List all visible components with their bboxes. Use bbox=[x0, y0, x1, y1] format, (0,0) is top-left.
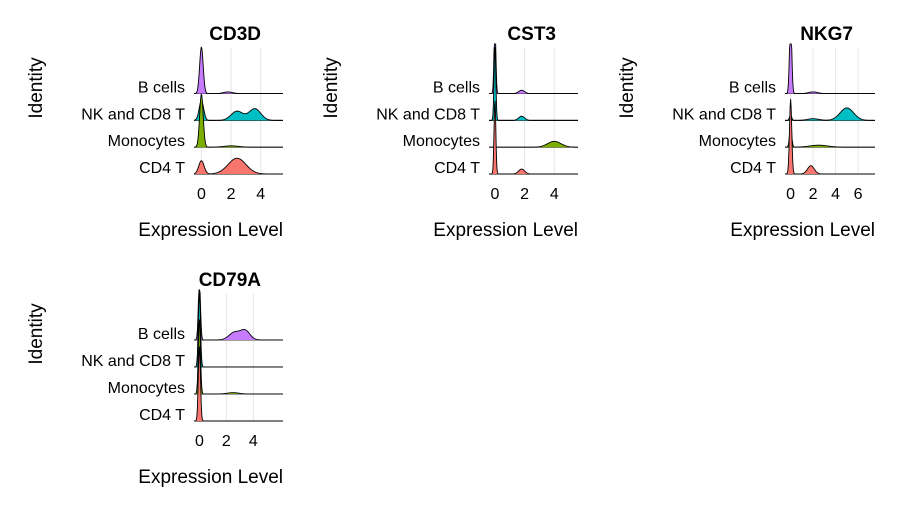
y-axis-title: Identity bbox=[321, 57, 342, 119]
x-axis-title: Expression Level bbox=[730, 220, 875, 241]
identity-label-b-cells: B cells bbox=[138, 326, 185, 343]
ridge-outline-monocytes bbox=[785, 127, 875, 148]
identity-label-cd4-t: CD4 T bbox=[434, 160, 480, 177]
identity-label-monocytes: Monocytes bbox=[108, 380, 185, 397]
x-tick-label: 6 bbox=[854, 186, 863, 203]
identity-label-nk-and-cd8-t: NK and CD8 T bbox=[81, 353, 185, 370]
ridge-fill-cd4-t bbox=[785, 99, 875, 174]
identity-label-monocytes: Monocytes bbox=[108, 133, 185, 150]
ridge-fill-b-cells bbox=[489, 44, 578, 94]
identity-label-cd4-t: CD4 T bbox=[139, 407, 185, 424]
x-tick-label: 0 bbox=[490, 186, 499, 203]
identity-label-b-cells: B cells bbox=[138, 80, 185, 97]
ridge-outline-nk-and-cd8-t bbox=[193, 292, 283, 368]
ridge-fill-cd4-t bbox=[194, 346, 283, 421]
ridge-outline-nk-and-cd8-t bbox=[785, 107, 875, 121]
ridge-fill-nk-and-cd8-t bbox=[489, 47, 578, 121]
ridge-outline-cd4-t bbox=[489, 100, 578, 175]
ridge-fill-b-cells bbox=[785, 44, 875, 94]
ridge-outline-monocytes bbox=[489, 140, 578, 148]
y-axis-title: Identity bbox=[26, 57, 47, 119]
panel-cst3: B cells NK and CD8 T Monocytes CD4 T 0 2 4 CST3… bbox=[321, 24, 578, 241]
x-axis-title: Expression Level bbox=[138, 220, 283, 241]
ridge-fill-nk-and-cd8-t bbox=[194, 100, 283, 121]
x-tick-label: 4 bbox=[831, 186, 840, 203]
ridge-outline-b-cells bbox=[193, 46, 283, 95]
ridge-outline-b-cells bbox=[785, 43, 875, 95]
ridge-fill-monocytes bbox=[194, 94, 283, 148]
ridge-outline-monocytes bbox=[193, 93, 283, 148]
x-tick-label: 2 bbox=[809, 186, 818, 203]
panel-title: CST3 bbox=[507, 24, 556, 45]
ridge-outline-nk-and-cd8-t bbox=[489, 47, 578, 121]
ridge-outline-nk-and-cd8-t bbox=[193, 99, 283, 121]
ridge-outline-b-cells bbox=[193, 289, 283, 341]
panel-cd79a: B cells NK and CD8 T Monocytes CD4 T 0 2 4 CD79… bbox=[26, 270, 283, 488]
y-axis-title: Identity bbox=[26, 303, 47, 365]
x-tick-label: 2 bbox=[227, 186, 236, 203]
ridge-outline-cd4-t bbox=[785, 99, 875, 175]
x-tick-label: 4 bbox=[550, 186, 559, 203]
x-tick-label: 2 bbox=[222, 433, 231, 450]
ridge-fill-nk-and-cd8-t bbox=[194, 292, 283, 367]
x-tick-label: 2 bbox=[520, 186, 529, 203]
identity-label-b-cells: B cells bbox=[433, 80, 480, 97]
x-tick-label: 4 bbox=[256, 186, 265, 203]
x-tick-label: 4 bbox=[249, 433, 258, 450]
identity-label-nk-and-cd8-t: NK and CD8 T bbox=[81, 106, 185, 123]
x-axis-title: Expression Level bbox=[433, 220, 578, 241]
ridge-outline-monocytes bbox=[194, 319, 283, 395]
ridge-outline-cd4-t bbox=[194, 346, 283, 422]
identity-label-nk-and-cd8-t: NK and CD8 T bbox=[376, 106, 480, 123]
ridge-outline-b-cells bbox=[489, 43, 578, 95]
ridge-fill-nk-and-cd8-t bbox=[785, 107, 875, 121]
x-tick-label: 0 bbox=[786, 186, 795, 203]
identity-label-nk-and-cd8-t: NK and CD8 T bbox=[672, 106, 776, 123]
panel-title: CD79A bbox=[199, 270, 262, 291]
ridge-fill-cd4-t bbox=[489, 100, 578, 174]
panel-title: CD3D bbox=[209, 24, 261, 45]
identity-label-b-cells: B cells bbox=[729, 80, 776, 97]
panel-nkg7: B cells NK and CD8 T Monocytes CD4 T 0 2 4 6 NKG… bbox=[617, 24, 875, 241]
x-tick-label: 0 bbox=[197, 186, 206, 203]
panel-title: NKG7 bbox=[800, 24, 853, 45]
ridge-fill-b-cells bbox=[194, 290, 283, 340]
y-axis-title: Identity bbox=[617, 57, 638, 119]
ridge-fill-b-cells bbox=[194, 47, 283, 94]
x-axis-title: Expression Level bbox=[138, 467, 283, 488]
identity-label-cd4-t: CD4 T bbox=[730, 160, 776, 177]
x-tick-label: 0 bbox=[195, 433, 204, 450]
panel-cd3d: B cells NK and CD8 T Monocytes CD4 T 0 2 4 CD3D… bbox=[26, 24, 283, 241]
identity-label-monocytes: Monocytes bbox=[403, 133, 480, 150]
identity-label-monocytes: Monocytes bbox=[699, 133, 776, 150]
ridge-fill-monocytes bbox=[785, 127, 875, 148]
ridge-outline-cd4-t bbox=[193, 157, 283, 175]
ridge-fill-cd4-t bbox=[194, 158, 283, 174]
ridge-fill-monocytes bbox=[489, 141, 578, 148]
identity-label-cd4-t: CD4 T bbox=[139, 160, 185, 177]
